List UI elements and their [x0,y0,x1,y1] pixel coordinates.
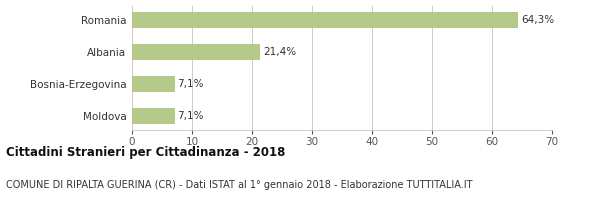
Text: Cittadini Stranieri per Cittadinanza - 2018: Cittadini Stranieri per Cittadinanza - 2… [6,146,286,159]
Text: 64,3%: 64,3% [521,15,554,25]
Text: COMUNE DI RIPALTA GUERINA (CR) - Dati ISTAT al 1° gennaio 2018 - Elaborazione TU: COMUNE DI RIPALTA GUERINA (CR) - Dati IS… [6,180,473,190]
Bar [132,108,175,124]
Text: 7,1%: 7,1% [178,79,204,89]
Bar [132,12,518,28]
Bar [132,44,260,60]
Bar [132,76,175,92]
Text: 21,4%: 21,4% [263,47,296,57]
Text: 7,1%: 7,1% [178,111,204,121]
